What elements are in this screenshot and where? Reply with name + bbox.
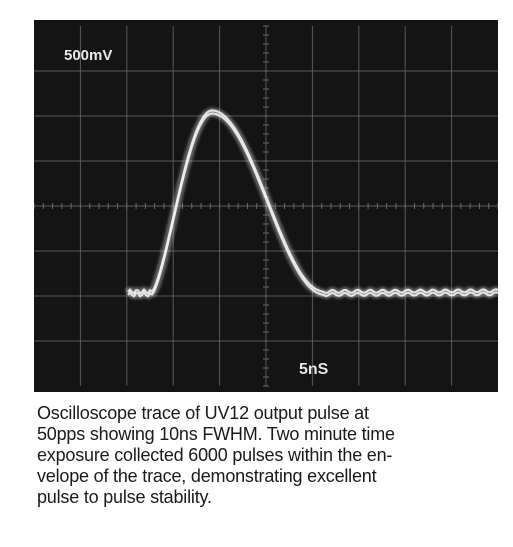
caption-line: velope of the trace, demonstrating excel… [37,466,377,486]
volts-per-division-label: 500mV [64,47,112,64]
oscilloscope-photo: 500mV 5nS [34,20,498,392]
pulse-trace [124,107,498,300]
scope-graticule [34,25,498,387]
pulse-trace-line [127,112,498,298]
figure-caption: Oscilloscope trace of UV12 output pulse … [37,403,507,508]
caption-line: pulse to pulse stability. [37,487,212,507]
caption-line: 50pps showing 10ns FWHM. Two minute time [37,424,395,444]
caption-line: exposure collected 6000 pulses within th… [37,445,393,465]
time-per-division-label: 5nS [299,361,329,378]
caption-line: Oscilloscope trace of UV12 output pulse … [37,403,369,423]
